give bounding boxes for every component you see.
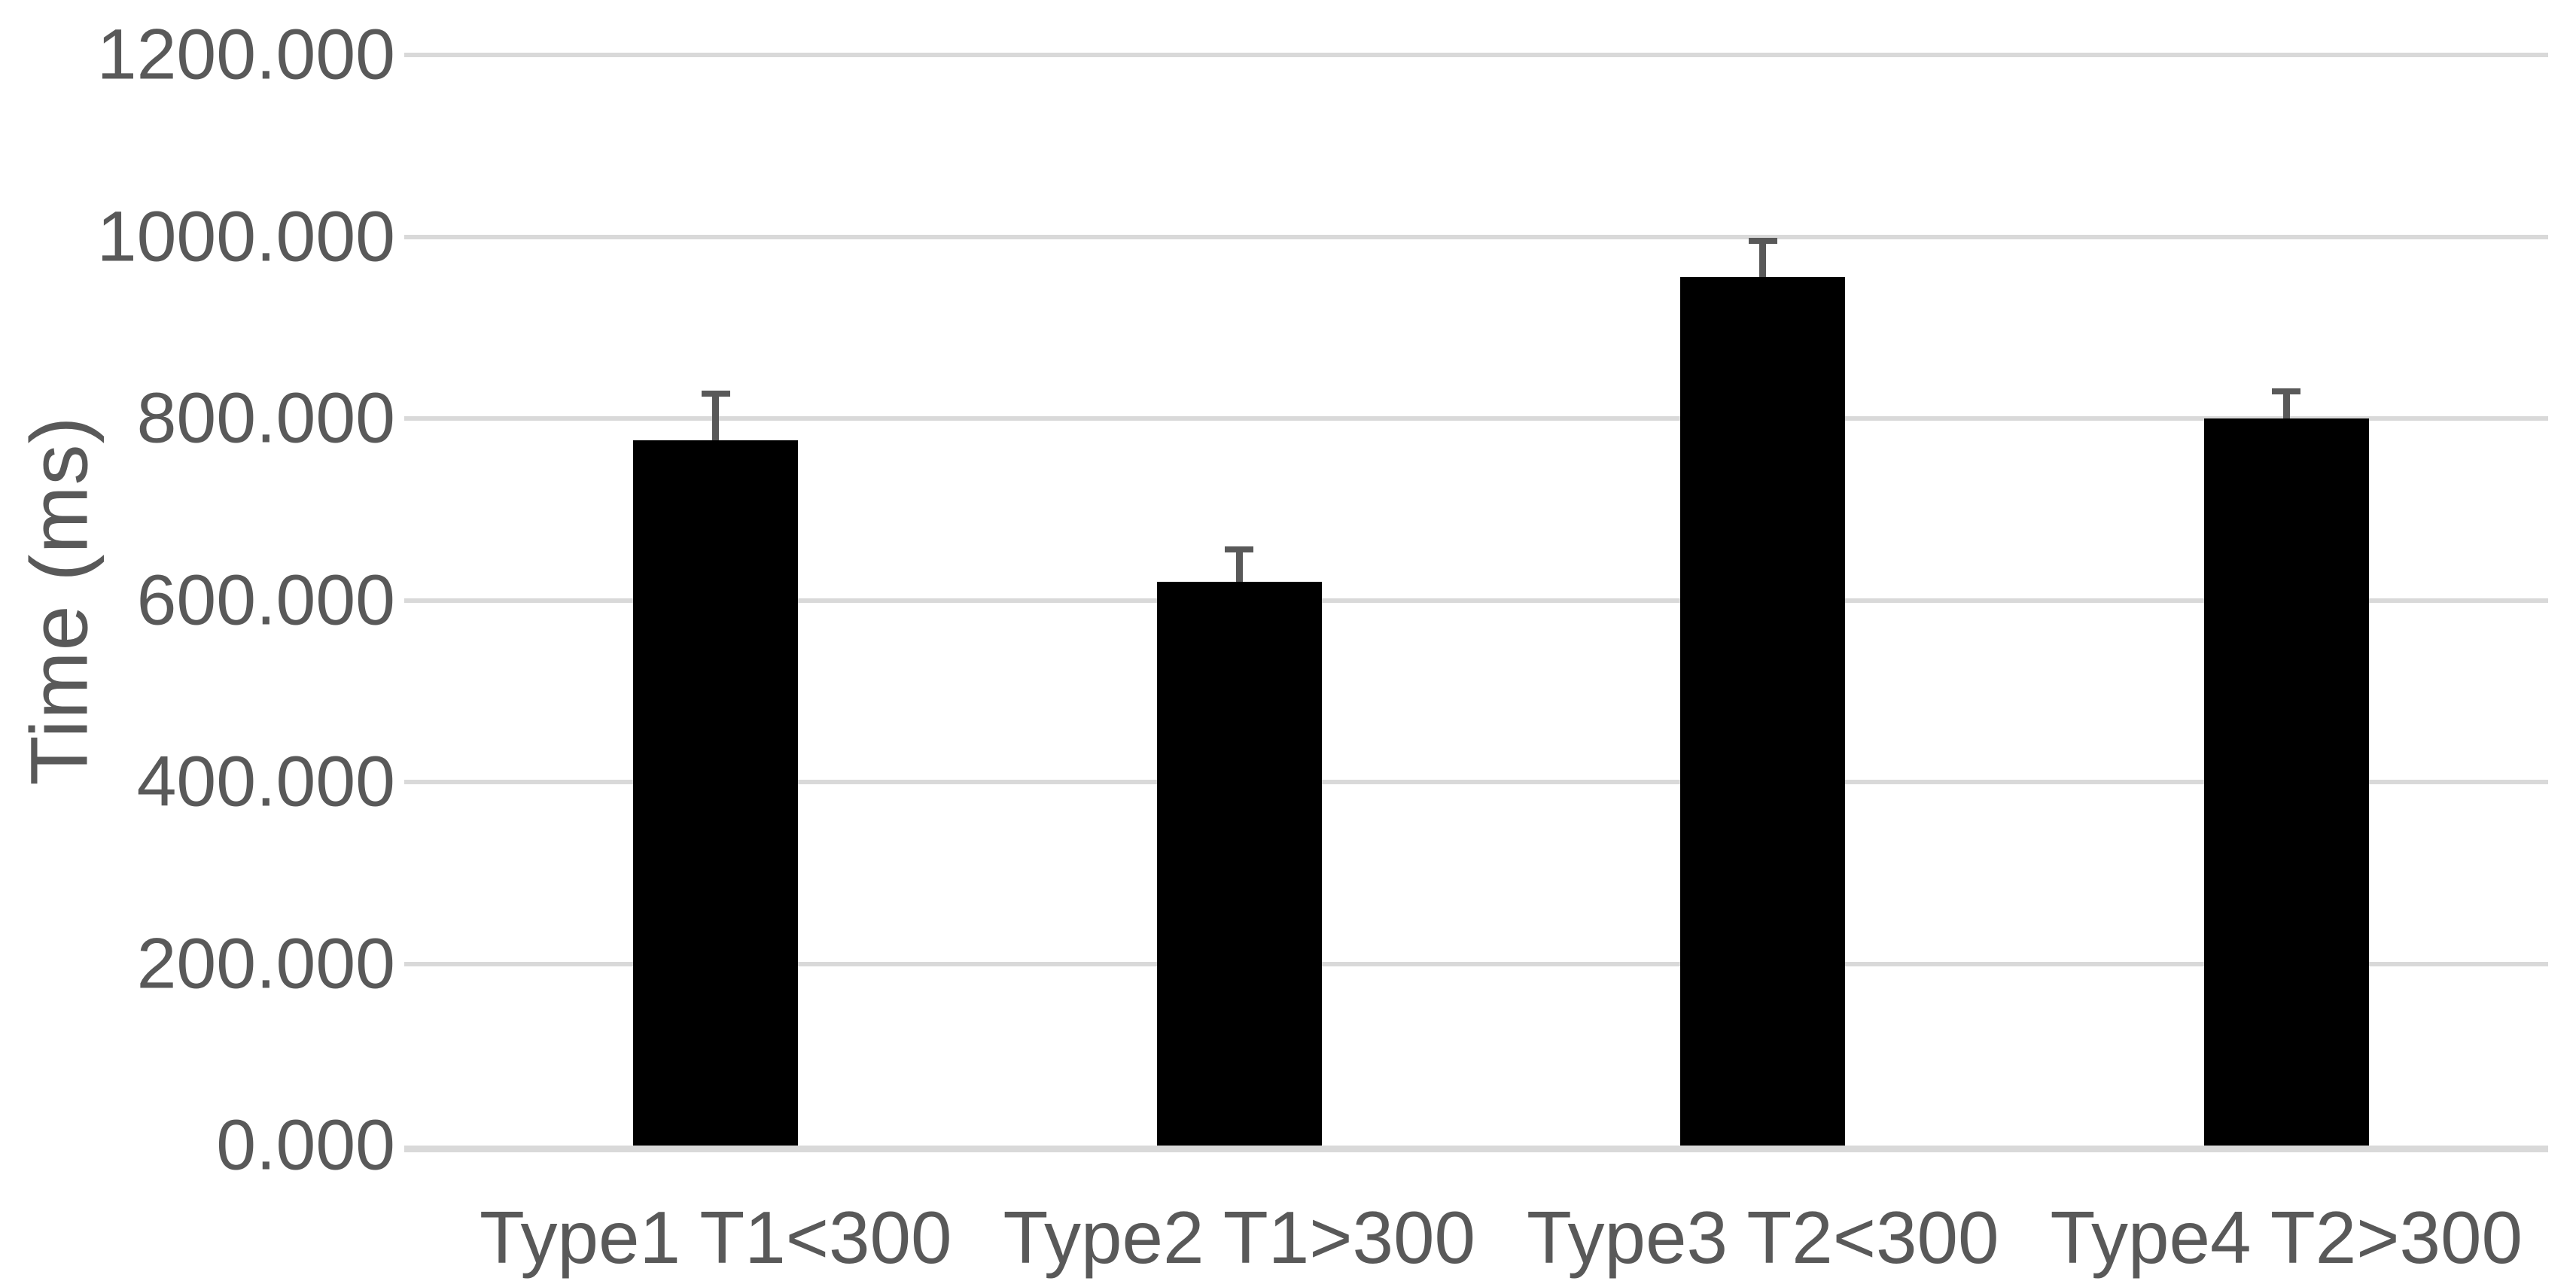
gridline — [404, 780, 2548, 784]
y-tick-label: 0.000 — [216, 1105, 395, 1185]
y-tick-label: 600.000 — [136, 560, 395, 640]
y-tick-label: 1200.000 — [96, 14, 395, 95]
error-bar-stem — [1759, 242, 1767, 277]
bar-4 — [2203, 418, 2369, 1146]
error-bar-cap — [1225, 546, 1254, 553]
x-axis-label: Type3 T2<300 — [1526, 1196, 1999, 1279]
error-bar-stem — [712, 394, 720, 440]
gridline — [404, 961, 2548, 966]
bar-3 — [1680, 276, 1846, 1146]
error-bar-stem — [2282, 393, 2290, 418]
gridline — [404, 234, 2548, 239]
gridline — [404, 416, 2548, 421]
x-axis-label: Type1 T1<300 — [479, 1196, 952, 1279]
y-tick-label: 400.000 — [136, 741, 395, 822]
x-axis-label: Type4 T2>300 — [2050, 1196, 2523, 1279]
y-tick-label: 1000.000 — [96, 196, 395, 276]
y-tick-label: 800.000 — [136, 378, 395, 458]
y-tick-label: 200.000 — [136, 923, 395, 1003]
error-bar-cap — [2272, 388, 2301, 395]
gridline — [404, 53, 2548, 57]
x-axis-line — [404, 1146, 2548, 1152]
error-bar-stem — [1235, 551, 1243, 583]
bar-1 — [633, 440, 799, 1146]
error-bar-cap — [701, 390, 730, 397]
gridline — [404, 598, 2548, 603]
x-axis-label: Type2 T1>300 — [1003, 1196, 1476, 1279]
bar-2 — [1156, 582, 1322, 1146]
error-bar-cap — [1748, 237, 1777, 244]
